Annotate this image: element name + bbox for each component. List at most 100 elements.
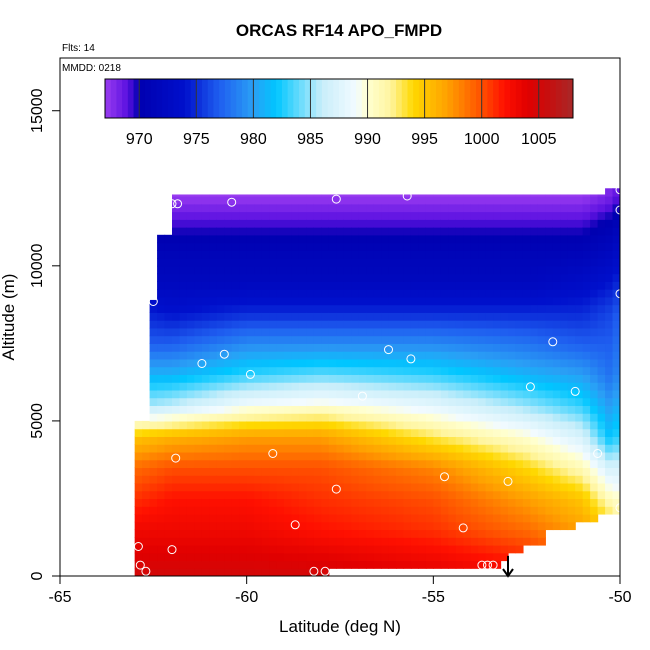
heatmap-cell [261,436,270,445]
heatmap-cell [575,196,584,205]
heatmap-cell [373,203,382,213]
heatmap-cell [321,467,330,476]
heatmap-cell [537,374,546,383]
heatmap-cell [261,265,270,275]
heatmap-cell [306,552,315,562]
heatmap-cell [500,444,509,453]
heatmap-cell [448,544,457,554]
heatmap-cell [440,382,449,391]
heatmap-cell [522,389,531,399]
heatmap-cell [246,529,255,538]
heatmap-cell [231,475,240,484]
heatmap-cell [403,265,412,275]
heatmap-cell [522,529,531,538]
heatmap-cell [396,242,405,251]
heatmap-cell [164,273,173,282]
heatmap-cell [246,211,255,220]
heatmap-cell [575,420,584,430]
heatmap-cell [239,506,248,515]
heatmap-cell [493,312,502,321]
heatmap-cell [612,265,620,275]
heatmap-cell [567,366,576,375]
heatmap-cell [224,420,233,430]
heatmap-cell [209,467,218,476]
heatmap-cell [201,420,210,430]
heatmap-cell [388,211,397,220]
heatmap-cell [366,289,375,298]
heatmap-cell [537,203,546,213]
heatmap-cell [560,413,569,422]
heatmap-cell [254,560,263,569]
heatmap-cell [306,358,315,368]
heatmap-cell [358,203,367,213]
heatmap-cell [231,444,240,453]
heatmap-cell [530,389,539,399]
heatmap-cell [284,289,293,298]
heatmap-cell [485,552,494,562]
heatmap-cell [313,389,322,399]
heatmap-cell [455,234,464,244]
heatmap-cell [336,234,345,244]
heatmap-cell [567,444,576,453]
heatmap-cell [545,265,554,275]
heatmap-cell [590,250,599,259]
heatmap-cell [567,358,576,368]
heatmap-cell [410,397,419,406]
heatmap-cell [328,420,337,430]
heatmap-cell [224,444,233,453]
heatmap-cell [463,544,472,554]
heatmap-cell [545,498,554,507]
heatmap-cell [366,413,375,422]
heatmap-cell [366,281,375,290]
heatmap-cell [284,304,293,313]
heatmap-cell [201,413,210,422]
heatmap-cell [440,250,449,259]
heatmap-cell [515,405,524,414]
heatmap-cell [485,420,494,430]
heatmap-cell [261,219,270,228]
heatmap-cell [597,273,606,282]
heatmap-cell [455,242,464,251]
heatmap-cell [396,304,405,313]
heatmap-cell [418,428,427,438]
heatmap-cell [463,467,472,476]
heatmap-cell [448,227,457,236]
heatmap-cell [448,397,457,406]
heatmap-cell [164,343,173,352]
heatmap-cell [522,194,531,197]
heatmap-cell [500,529,509,538]
heatmap-cell [425,513,434,523]
heatmap-cell [313,405,322,414]
heatmap-cell [134,513,143,523]
heatmap-cell [500,389,509,399]
heatmap-cell [328,397,337,406]
heatmap-cell [396,490,405,500]
heatmap-cell [254,366,263,375]
heatmap-cell [328,258,337,267]
heatmap-cell [612,320,620,329]
heatmap-cell [246,203,255,213]
heatmap-cell [575,250,584,259]
heatmap-cell [284,250,293,259]
colorbar-segment [150,79,157,118]
heatmap-cell [269,227,278,236]
heatmap-cell [522,234,531,244]
heatmap-cell [254,568,263,576]
heatmap-cell [313,281,322,290]
heatmap-cell [164,389,173,399]
heatmap-cell [403,513,412,523]
heatmap-cell [500,296,509,306]
heatmap-cell [388,343,397,352]
heatmap-cell [186,529,195,538]
heatmap-cell [269,194,278,197]
heatmap-cell [410,467,419,476]
heatmap-cell [269,335,278,344]
heatmap-cell [351,397,360,406]
heatmap-cell [358,258,367,267]
heatmap-cell [239,444,248,453]
heatmap-cell [396,475,405,484]
heatmap-cell [142,552,151,562]
heatmap-cell [164,506,173,515]
heatmap-cell [358,366,367,375]
heatmap-cell [567,397,576,406]
